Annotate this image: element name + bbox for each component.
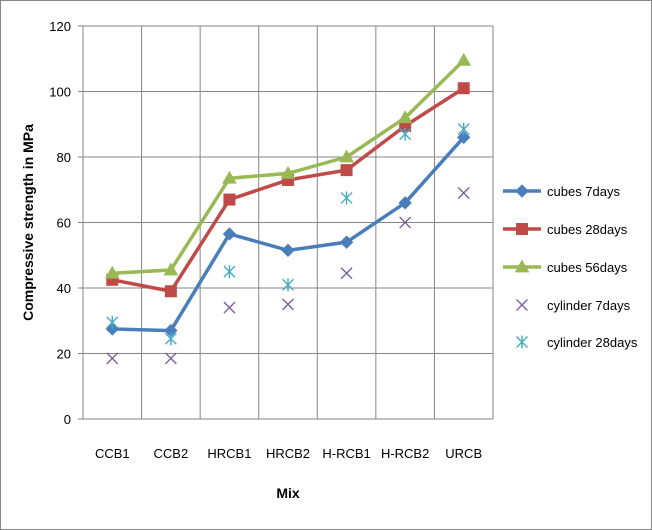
x-marker [340, 267, 353, 280]
y-tick-label: 120 [49, 19, 71, 34]
x-marker [106, 352, 119, 365]
triangle-marker [514, 259, 530, 273]
legend-item: cubes 7days [503, 184, 620, 199]
series-line [111, 86, 465, 294]
y-axis-title: Compressive strength in MPa [20, 124, 36, 321]
x-tick-label: H-RCB1 [322, 446, 370, 461]
asterisk-marker [516, 335, 528, 349]
diamond-marker [281, 243, 295, 258]
series-cylinder-7days [106, 187, 470, 365]
square-marker [516, 223, 528, 235]
x-marker [282, 298, 294, 311]
y-tick-label: 60 [57, 216, 71, 231]
x-tick-label: HRCB2 [266, 446, 310, 461]
legend-label: cylinder 7days [547, 298, 631, 313]
x-tick-label: HRCB1 [207, 446, 251, 461]
legend-item: cubes 28days [503, 222, 628, 237]
asterisk-marker [282, 278, 294, 292]
x-tick-label: URCB [445, 446, 482, 461]
triangle-marker [104, 265, 120, 279]
y-axis-ticks: 0 20 40 60 80 100 120 [49, 19, 83, 427]
asterisk-marker [399, 127, 412, 141]
x-marker [457, 187, 470, 200]
legend-item: cylinder 28days [516, 335, 638, 350]
diamond-marker [457, 130, 471, 145]
diamond-marker [339, 235, 354, 249]
square-marker [340, 164, 353, 177]
x-tick-label: CCB1 [95, 446, 130, 461]
series-layer [104, 52, 472, 365]
triangle-marker [456, 52, 472, 66]
series-cubes-7days [105, 130, 471, 338]
series-cubes-28days [106, 82, 470, 298]
legend-item: cylinder 7days [516, 298, 631, 313]
legend: cubes 7days cubes 28days cubes 56days cylin… [503, 184, 638, 350]
legend-label: cylinder 28days [547, 335, 638, 350]
square-marker [164, 285, 177, 298]
x-tick-label: CCB2 [154, 446, 189, 461]
triangle-marker [339, 149, 354, 163]
x-marker [223, 301, 236, 314]
x-marker [516, 299, 528, 311]
legend-label: cubes 28days [547, 222, 628, 237]
square-marker [223, 193, 236, 206]
asterisk-marker [457, 122, 470, 136]
diamond-marker [515, 184, 529, 198]
square-marker [457, 82, 470, 95]
plot-grid [82, 25, 494, 420]
y-tick-label: 20 [57, 347, 71, 362]
triangle-marker [222, 170, 237, 184]
asterisk-marker [340, 191, 353, 205]
diamond-marker [398, 196, 412, 210]
triangle-marker [163, 262, 179, 276]
y-tick-label: 100 [49, 85, 71, 100]
diamond-marker [222, 227, 237, 241]
y-tick-label: 0 [64, 412, 71, 427]
x-axis-title: Mix [276, 485, 300, 501]
legend-label: cubes 7days [547, 184, 620, 199]
legend-item: cubes 56days [503, 259, 628, 275]
legend-label: cubes 56days [547, 260, 628, 275]
x-axis-ticks: CCB1 CCB2 HRCB1 HRCB2 H-RCB1 H-RCB2 URCB [95, 446, 482, 461]
asterisk-marker [164, 332, 177, 346]
triangle-marker [280, 165, 296, 179]
x-tick-label: H-RCB2 [381, 446, 429, 461]
y-tick-label: 80 [57, 150, 71, 165]
asterisk-marker [106, 315, 119, 329]
asterisk-marker [223, 265, 236, 279]
x-marker [164, 352, 177, 365]
series-cylinder-28days [106, 122, 470, 346]
series-cubes-56days [104, 52, 472, 279]
y-tick-label: 40 [57, 281, 71, 296]
triangle-marker [397, 110, 413, 124]
x-marker [399, 216, 412, 229]
